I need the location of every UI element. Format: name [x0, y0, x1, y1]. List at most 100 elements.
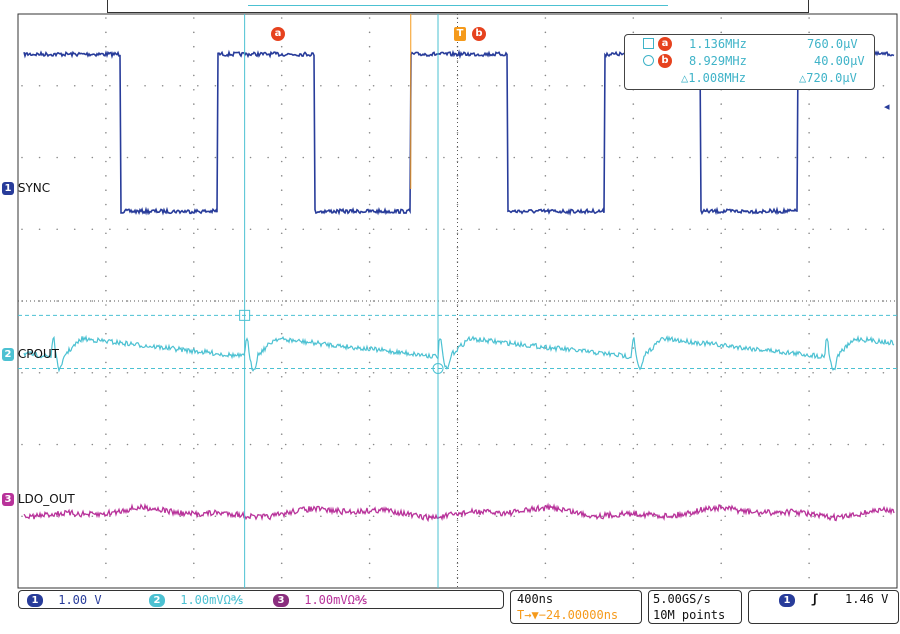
grid-dot — [829, 371, 832, 374]
grid-dot — [105, 318, 107, 321]
grid-dot — [566, 443, 568, 446]
grid-dot — [777, 156, 779, 159]
ch3-scale[interactable]: 3 1.00mVΩ℁ — [273, 593, 367, 607]
grid-dot — [337, 228, 340, 231]
grid-dot — [456, 519, 459, 522]
grid-dot — [109, 156, 111, 159]
grid-dot — [759, 228, 762, 231]
grid-dot — [38, 300, 41, 302]
trigger-position-badge[interactable]: T — [454, 21, 466, 41]
grid-dot — [267, 300, 269, 302]
grid-dot — [280, 103, 283, 105]
cursor-b-badge[interactable]: b — [472, 21, 486, 41]
grid-dot — [368, 419, 371, 421]
grid-dot — [105, 304, 107, 306]
grid-dot — [632, 576, 635, 579]
grid-dot — [720, 576, 722, 579]
grid-dot — [724, 300, 726, 302]
trigger-panel[interactable]: 1 ʃ 1.46 V — [748, 590, 899, 624]
grid-dot — [478, 515, 480, 518]
grid-dot — [689, 156, 691, 159]
grid-dot — [320, 228, 322, 231]
grid-dot — [456, 419, 459, 421]
grid-dot — [808, 175, 810, 177]
channel-2-label[interactable]: 2 CPOUT — [2, 347, 59, 361]
grid-dot — [249, 84, 252, 87]
grid-dot — [302, 156, 305, 159]
grid-dot — [544, 548, 547, 550]
grid-dot — [21, 228, 23, 231]
grid-dot — [179, 228, 182, 231]
channel-3-label[interactable]: 3 LDO_OUT — [2, 492, 75, 506]
grid-dot — [126, 515, 129, 518]
grid-dot — [355, 515, 357, 518]
grid-dot — [91, 156, 94, 159]
grid-dot — [105, 132, 107, 134]
grid-dot — [460, 300, 463, 302]
grid-dot — [280, 462, 283, 464]
grid-dot — [320, 371, 322, 374]
grid-dot — [544, 476, 547, 479]
grid-dot — [544, 562, 547, 565]
grid-dot — [632, 289, 635, 292]
grid-dot — [720, 218, 722, 220]
grid-dot — [284, 84, 287, 87]
ch1-scale[interactable]: 1 1.00 V — [27, 593, 102, 607]
grid-dot — [847, 300, 850, 302]
grid-dot — [654, 443, 656, 446]
grid-dot — [808, 347, 810, 349]
grid-dot — [407, 84, 410, 87]
grid-dot — [671, 443, 674, 446]
grid-dot — [583, 300, 586, 302]
ch2-name: CPOUT — [17, 347, 60, 361]
grid-dot — [337, 84, 340, 87]
trigger-source-badge: 1 — [779, 594, 795, 607]
grid-dot — [583, 443, 586, 446]
grid-dot — [337, 443, 340, 446]
grid-dot — [355, 228, 357, 231]
rising-edge-icon: ʃ — [811, 592, 819, 606]
grid-dot — [161, 515, 164, 518]
cursor-b-value: 40.00µV — [814, 54, 865, 68]
grid-dot — [197, 156, 199, 159]
grid-dot — [105, 375, 107, 378]
grid-dot — [689, 228, 691, 231]
grid-dot — [109, 371, 111, 374]
ch2-scale[interactable]: 2 1.00mVΩ℁ — [149, 593, 243, 607]
grid-dot — [193, 232, 195, 235]
grid-dot — [161, 228, 164, 231]
grid-dot — [808, 232, 810, 235]
grid-dot — [741, 443, 744, 446]
grid-dot — [478, 443, 480, 446]
grid-dot — [193, 361, 195, 364]
grid-dot — [812, 228, 814, 231]
grid-dot — [280, 218, 283, 220]
grid-dot — [193, 576, 195, 579]
grid-dot — [105, 347, 107, 349]
grid-dot — [280, 318, 283, 321]
grid-dot — [91, 371, 94, 374]
grid-dot — [531, 371, 533, 374]
cursor-a-square-marker — [239, 309, 251, 321]
grid-dot — [808, 146, 810, 148]
timebase-panel[interactable]: 400ns T→▼−24.00000ns — [510, 590, 642, 624]
grid-dot — [812, 443, 814, 446]
grid-dot — [56, 300, 58, 302]
cursor-a-badge[interactable]: a — [271, 21, 285, 41]
grid-dot — [73, 84, 76, 87]
acquisition-panel[interactable]: 5.00GS/s 10M points — [648, 590, 742, 624]
record-view-bar[interactable] — [107, 0, 809, 13]
grid-dot — [808, 375, 810, 378]
grid-dot — [654, 156, 656, 159]
grid-dot — [105, 60, 107, 62]
grid-dot — [368, 361, 371, 364]
grid-dot — [193, 390, 195, 392]
channel-1-label[interactable]: 1 SYNC — [2, 181, 50, 195]
grid-dot — [724, 515, 726, 518]
grid-dot — [280, 189, 283, 191]
grid-dot — [456, 60, 459, 62]
grid-dot — [544, 419, 547, 421]
channel-scale-panel[interactable]: 1 1.00 V 2 1.00mVΩ℁ 3 1.00mVΩ℁ — [18, 590, 504, 609]
grid-dot — [456, 275, 459, 278]
grid-dot — [720, 433, 722, 435]
